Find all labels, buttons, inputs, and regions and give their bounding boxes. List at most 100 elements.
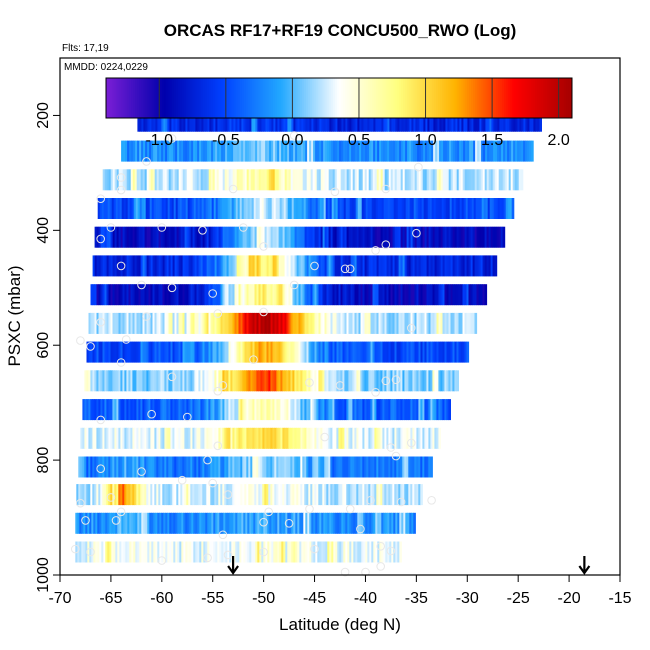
- heatmap-cell: [414, 399, 417, 421]
- heatmap-cell: [270, 284, 274, 306]
- heatmap-cell: [197, 198, 201, 219]
- heatmap-cell: [338, 341, 342, 363]
- heatmap-cell: [328, 484, 331, 506]
- heatmap-cell: [488, 226, 492, 248]
- heatmap-cell: [336, 484, 339, 506]
- heatmap-cell: [200, 226, 204, 248]
- heatmap-cell: [120, 312, 124, 334]
- heatmap-cell: [126, 226, 130, 248]
- heatmap-cell: [216, 226, 220, 248]
- heatmap-cell: [404, 370, 407, 392]
- sample-circle: [116, 173, 126, 182]
- heatmap-cell: [156, 427, 159, 449]
- heatmap-cell: [306, 484, 309, 506]
- heatmap-band: [75, 512, 416, 534]
- heatmap-cell: [408, 226, 412, 248]
- heatmap-cell: [248, 427, 251, 449]
- heatmap-cell: [169, 512, 172, 534]
- heatmap-cell: [374, 255, 378, 277]
- heatmap-cell: [140, 484, 143, 506]
- heatmap-cell: [294, 341, 298, 363]
- heatmap-cell: [188, 312, 192, 334]
- heatmap-cell: [198, 312, 202, 334]
- heatmap-cell: [379, 512, 382, 534]
- colorbar-segment: [140, 78, 144, 118]
- heatmap-cell: [142, 226, 146, 248]
- heatmap-cell: [169, 140, 172, 162]
- heatmap-cell: [362, 427, 365, 449]
- heatmap-cell: [497, 198, 501, 219]
- heatmap-cell: [167, 198, 171, 219]
- heatmap-cell: [298, 284, 302, 306]
- heatmap-cell: [176, 399, 179, 421]
- heatmap-cell: [161, 140, 164, 162]
- heatmap-cell: [253, 198, 257, 219]
- heatmap-cell: [194, 427, 197, 449]
- heatmap-cell: [230, 427, 233, 449]
- heatmap-cell: [342, 370, 345, 392]
- heatmap-cell: [226, 399, 229, 421]
- heatmap-cell: [310, 484, 313, 506]
- heatmap-cell: [233, 541, 236, 563]
- heatmap-cell: [261, 541, 264, 563]
- heatmap-cell: [152, 399, 155, 421]
- heatmap-cell: [172, 312, 176, 334]
- heatmap-cell: [272, 370, 275, 392]
- heatmap-cell: [102, 169, 106, 191]
- heatmap-cell: [190, 284, 194, 306]
- heatmap-cell: [215, 512, 218, 534]
- heatmap-cell: [428, 226, 432, 248]
- heatmap-cell: [487, 110, 490, 132]
- heatmap-cell: [224, 370, 227, 392]
- heatmap-cell: [324, 484, 327, 506]
- heatmap-cell: [490, 169, 494, 191]
- heatmap-cell: [430, 312, 434, 334]
- heatmap-cell: [389, 110, 392, 132]
- heatmap-cell: [220, 312, 224, 334]
- sample-circle: [76, 336, 85, 345]
- heatmap-cell: [289, 140, 292, 162]
- heatmap-cell: [234, 284, 238, 306]
- heatmap-cell: [216, 169, 220, 191]
- heatmap-cell: [306, 370, 309, 392]
- heatmap-cell: [437, 140, 440, 162]
- heatmap-cell: [140, 399, 143, 421]
- heatmap-cell: [386, 284, 390, 306]
- heatmap-cell: [216, 370, 219, 392]
- heatmap-cell: [272, 399, 275, 421]
- heatmap-cell: [438, 284, 442, 306]
- heatmap-cell: [241, 541, 244, 563]
- heatmap-cell: [396, 255, 400, 277]
- heatmap-cell: [119, 512, 122, 534]
- heatmap-cell: [381, 198, 385, 219]
- heatmap-cell: [346, 427, 349, 449]
- colorbar-segment: [148, 78, 152, 118]
- colorbar-segment: [191, 78, 194, 118]
- heatmap-cell: [266, 226, 270, 248]
- colorbar-segment: [459, 78, 462, 118]
- heatmap-cell: [356, 341, 360, 363]
- colorbar-segment: [243, 78, 247, 118]
- heatmap-cell: [155, 198, 159, 219]
- heatmap-cell: [130, 456, 133, 478]
- heatmap-cell: [138, 284, 142, 306]
- heatmap-cell: [470, 312, 474, 334]
- heatmap-cell: [216, 255, 220, 277]
- heatmap-cell: [412, 427, 415, 449]
- colorbar-segment: [406, 78, 410, 118]
- heatmap-cell: [421, 140, 424, 162]
- colorbar-segment: [222, 78, 225, 118]
- heatmap-cell: [228, 484, 231, 506]
- heatmap-cell: [130, 399, 133, 421]
- heatmap-cell: [132, 226, 136, 248]
- heatmap-cell: [330, 255, 334, 277]
- heatmap-cell: [432, 284, 436, 306]
- heatmap-cell: [162, 312, 166, 334]
- heatmap-cell: [158, 284, 162, 306]
- colorbar-tick-label: 0.0: [281, 132, 303, 149]
- heatmap-cell: [334, 456, 337, 478]
- heatmap-cell: [264, 169, 268, 191]
- heatmap-cell: [224, 312, 228, 334]
- heatmap-cell: [157, 198, 161, 219]
- heatmap-cell: [208, 226, 212, 248]
